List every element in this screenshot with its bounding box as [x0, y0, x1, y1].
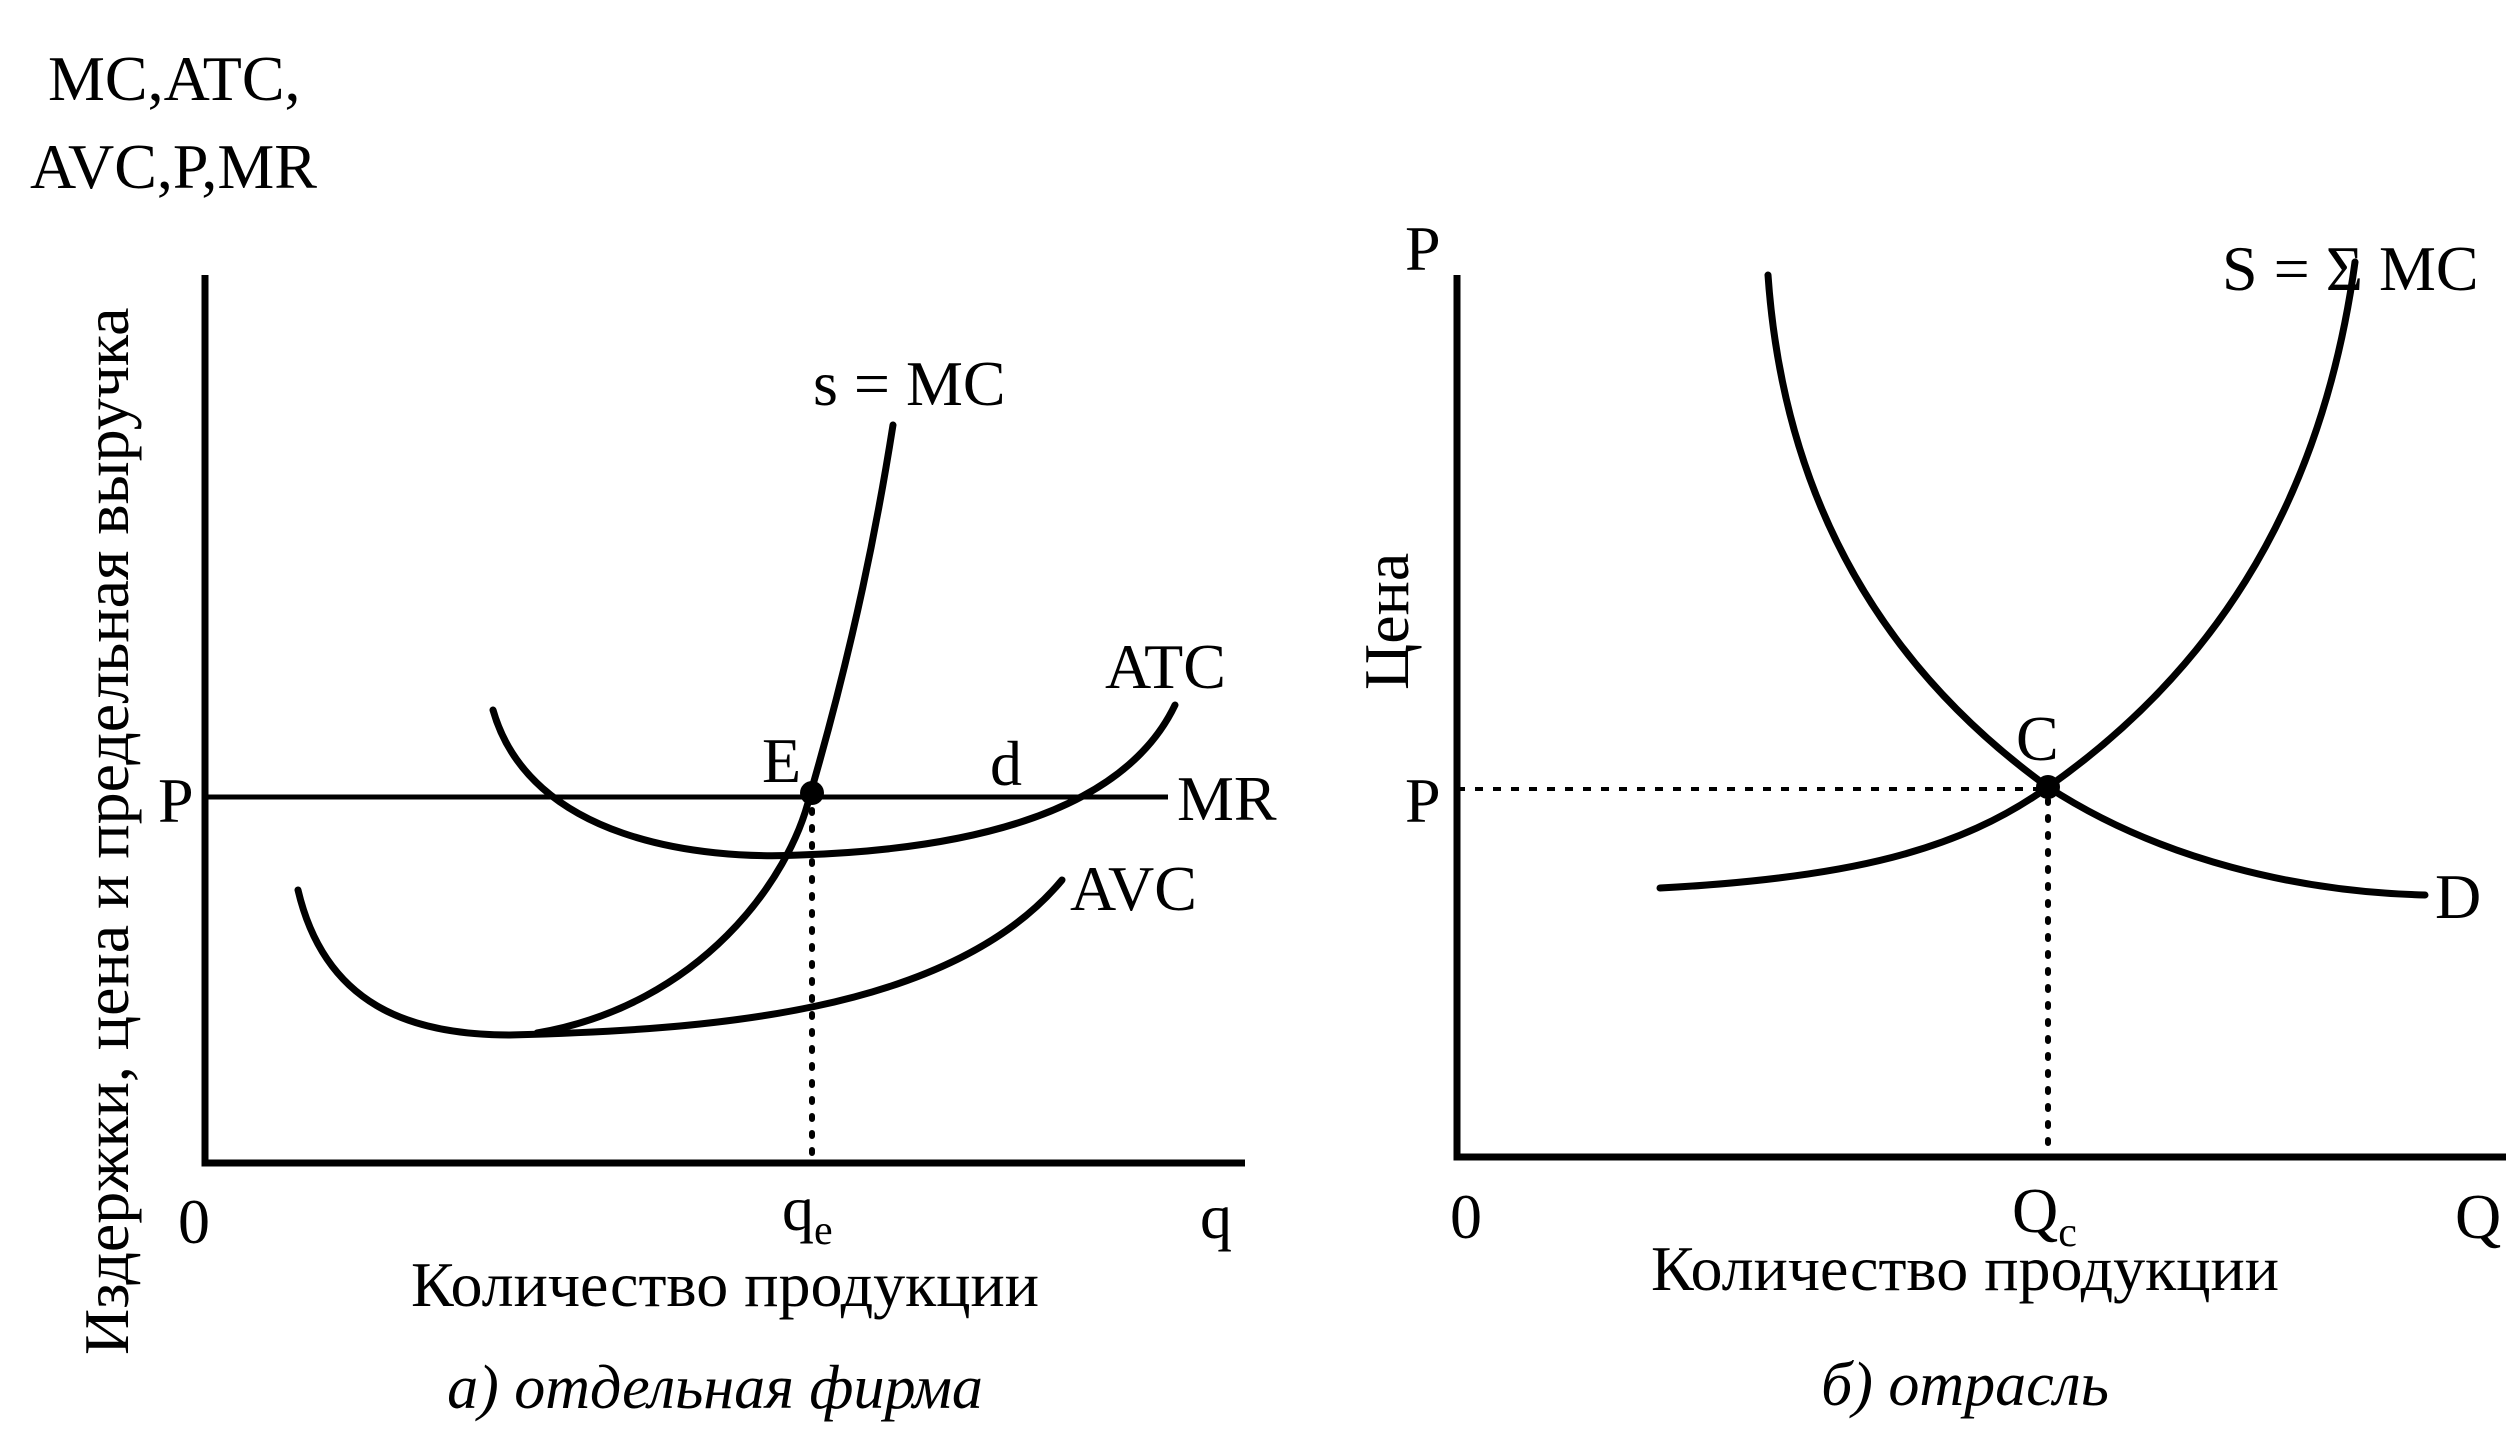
- avc-label: AVC: [1070, 853, 1197, 924]
- left-x-end-label: q: [1200, 1181, 1232, 1252]
- point-c-label: C: [2016, 703, 2059, 774]
- demand-label: D: [2435, 861, 2481, 932]
- point-e: [800, 781, 824, 805]
- atc-label: ATC: [1105, 631, 1226, 702]
- left-caption: а) отдельная фирма: [447, 1354, 983, 1422]
- figure: MC,ATC, AVC,P,MR Издержки, цена и предел…: [0, 0, 2506, 1450]
- avc-curve: [298, 880, 1062, 1035]
- supply-label: S = Σ MC: [2222, 233, 2479, 304]
- mr-label: MR: [1177, 763, 1277, 834]
- panel-firm: MC,ATC, AVC,P,MR Издержки, цена и предел…: [30, 43, 1277, 1422]
- mc-curve: [537, 425, 893, 1033]
- right-axes: [1457, 275, 2506, 1157]
- qe-subscript: e: [814, 1208, 833, 1254]
- left-ylabel-top-line1: MC,ATC,: [48, 43, 301, 114]
- right-caption: б) отрасль: [1821, 1351, 2109, 1419]
- demand-curve: [1768, 275, 2425, 895]
- atc-curve: [493, 705, 1175, 856]
- right-origin-label: 0: [1450, 1181, 1482, 1252]
- mc-label: s = MC: [813, 348, 1006, 419]
- left-axes: [205, 275, 1245, 1163]
- left-price-label: P: [158, 765, 194, 836]
- right-price-label: P: [1405, 765, 1441, 836]
- qe-label: qe: [782, 1173, 833, 1254]
- right-xlabel: Количество продукции: [1651, 1233, 2279, 1304]
- qe-main: q: [782, 1173, 814, 1244]
- right-y-end-label: P: [1405, 213, 1441, 284]
- point-c: [2036, 775, 2060, 799]
- left-xlabel: Количество продукции: [411, 1249, 1039, 1320]
- right-ylabel-rotated: Цена: [1351, 553, 1422, 690]
- panel-industry: P Цена S = Σ MC D C P 0 Qc Q Количество …: [1351, 213, 2506, 1419]
- supply-curve: [1660, 262, 2355, 888]
- d-label: d: [990, 728, 1022, 799]
- left-origin-label: 0: [178, 1186, 210, 1257]
- point-e-label: E: [762, 725, 801, 796]
- left-ylabel-top-line2: AVC,P,MR: [30, 131, 317, 202]
- right-x-end-label: Q: [2455, 1181, 2501, 1252]
- left-ylabel-rotated: Издержки, цена и предельная выручка: [71, 307, 142, 1355]
